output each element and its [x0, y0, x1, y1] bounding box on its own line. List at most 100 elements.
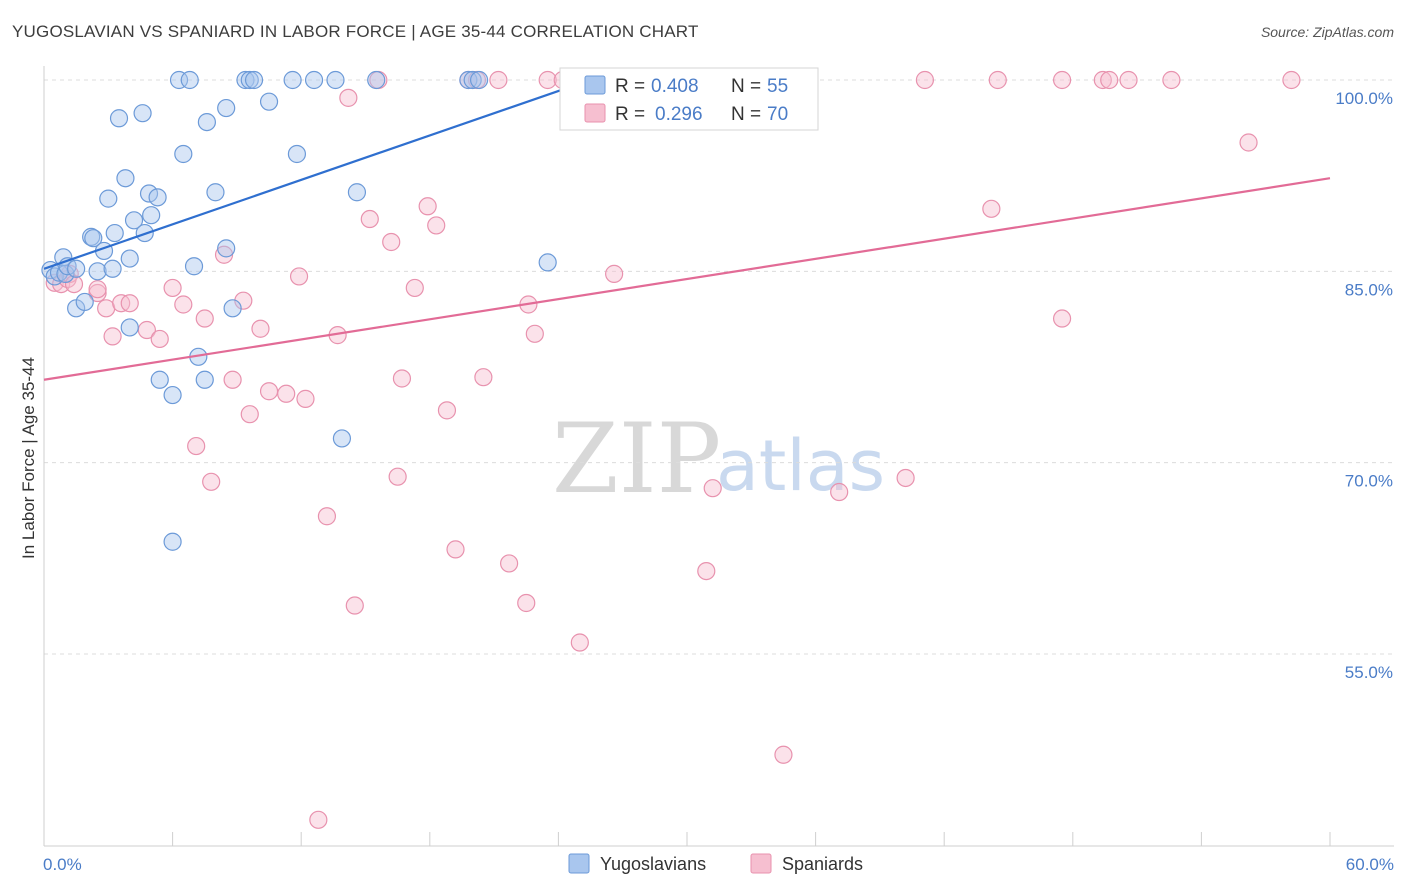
spaniard-point	[277, 384, 296, 403]
x-tick-label-max: 60.0%	[1346, 855, 1394, 874]
spaniard-point	[605, 264, 624, 283]
spaniard-point	[1119, 70, 1138, 90]
spaniard-point	[309, 810, 328, 829]
yugoslavian-point	[103, 259, 122, 278]
legend-r-label-yugoslavians: R =	[615, 76, 645, 97]
spaniard-point	[289, 267, 309, 286]
spaniard-point	[88, 280, 107, 299]
yugoslavian-point	[459, 70, 478, 90]
spaniard-point	[915, 70, 935, 90]
spaniard-point	[103, 327, 122, 346]
spaniard-point	[1100, 70, 1119, 90]
yugoslavian-point	[463, 70, 482, 90]
legend-swatch-spaniards	[584, 103, 606, 123]
spaniard-point	[774, 745, 793, 764]
yugoslavian-point	[169, 70, 189, 90]
spaniard-point	[896, 468, 915, 488]
yugoslavian-point	[197, 112, 216, 132]
spaniard-point	[150, 329, 169, 349]
spaniard-point	[517, 593, 536, 613]
yugoslavian-point	[287, 144, 307, 164]
watermark-atlas: atlas	[716, 425, 885, 507]
yugoslavian-point	[538, 253, 557, 272]
yugoslavian-point	[142, 206, 161, 225]
bottom-legend-swatch-yugoslavians	[568, 853, 590, 874]
yugoslavian-point	[283, 70, 302, 90]
spaniard-point	[345, 596, 364, 615]
yugoslavian-point	[332, 429, 352, 448]
yugoslavian-point	[223, 299, 242, 318]
x-axis-ticks	[43, 832, 1331, 846]
spaniard-point	[388, 467, 407, 486]
yugoslavian-point	[120, 249, 139, 268]
spaniard-point	[195, 309, 214, 328]
legend-n-value-spaniards: 70	[767, 104, 788, 125]
y-axis-label: In Labor Force | Age 35-44	[19, 357, 38, 559]
spaniard-point	[525, 324, 544, 343]
yugoslavian-point	[148, 188, 167, 207]
yugoslavian-point	[67, 259, 86, 278]
y-axis-tick-labels: 100.0% 85.0% 70.0% 55.0%	[1335, 89, 1393, 682]
spaniard-point	[405, 278, 424, 298]
y-tick-label: 85.0%	[1345, 280, 1393, 299]
spaniard-point	[446, 540, 465, 559]
spaniard-point	[437, 401, 457, 420]
y-tick-label: 55.0%	[1345, 663, 1393, 682]
yugoslavian-point	[304, 70, 324, 90]
spaniard-point	[697, 561, 716, 581]
yugoslavian-point	[367, 70, 386, 90]
yugoslavian-point	[163, 532, 182, 551]
legend-n-label-yugoslavians: N =	[731, 76, 761, 97]
yugoslavian-point	[150, 370, 169, 389]
yugoslavian-point	[347, 183, 367, 202]
spaniard-point	[317, 507, 337, 526]
spaniard-point	[1052, 70, 1072, 90]
source-credit: Source: ZipAtlas.com	[1260, 24, 1394, 40]
watermark: ZIP atlas	[552, 403, 885, 515]
spaniard-point	[988, 70, 1007, 90]
legend-swatch-yugoslavians	[584, 75, 606, 95]
spaniard-point	[538, 70, 557, 90]
yugoslavian-point	[195, 370, 214, 389]
legend-n-value-yugoslavians: 55	[767, 76, 788, 97]
spaniard-point	[174, 295, 193, 314]
yugoslavian-point	[88, 262, 107, 281]
spaniard-point	[1282, 70, 1301, 90]
spaniard-point	[418, 197, 437, 216]
spaniard-point	[830, 482, 849, 502]
legend-r-value-yugoslavians: 0.408	[651, 76, 699, 97]
spaniard-point	[1093, 70, 1112, 90]
yugoslavian-point	[174, 144, 193, 164]
series-legend: Yugoslavians Spaniards	[568, 853, 863, 874]
spaniard-point	[259, 382, 279, 401]
legend-r-label-spaniards: R =	[615, 104, 645, 125]
yugoslavian-point	[259, 92, 279, 111]
spaniard-point	[1162, 70, 1181, 90]
yugoslavian-point	[116, 169, 135, 188]
yugoslavian-point	[217, 98, 236, 118]
spaniard-point	[223, 370, 242, 389]
yugoslavian-point	[163, 385, 182, 405]
legend-r-value-spaniards: 0.296	[655, 104, 703, 125]
spaniard-point	[240, 405, 259, 424]
yugoslavian-point	[99, 189, 118, 208]
spaniard-point	[88, 283, 107, 303]
spaniard-point	[382, 232, 401, 252]
gridlines	[44, 79, 1394, 655]
yugoslavian-point	[84, 229, 103, 248]
spaniard-point	[296, 389, 315, 408]
y-tick-label: 100.0%	[1335, 89, 1393, 108]
spaniard-point	[570, 633, 589, 652]
yugoslavian-point	[139, 184, 159, 203]
yugoslavian-point	[244, 70, 264, 90]
spaniard-point	[1239, 133, 1258, 152]
watermark-zip: ZIP	[552, 403, 721, 515]
spaniard-point	[163, 278, 182, 298]
spaniard-point	[1052, 309, 1072, 328]
spaniard-point	[187, 436, 206, 456]
chart-title: YUGOSLAVIAN VS SPANIARD IN LABOR FORCE |…	[12, 22, 699, 41]
yugoslavian-point	[124, 211, 144, 230]
yugoslavians-trend-line	[43, 75, 602, 270]
yugoslavian-point	[109, 109, 129, 128]
